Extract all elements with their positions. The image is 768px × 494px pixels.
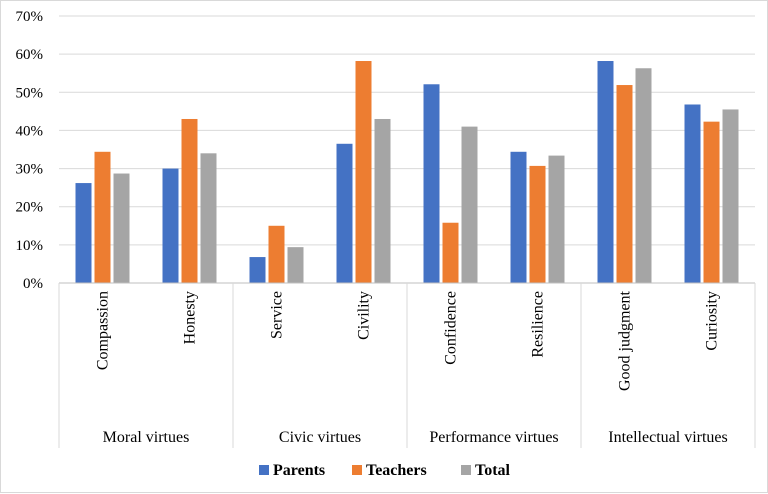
- bar-teachers-confidence: [442, 222, 459, 283]
- legend-swatch-teachers: [352, 465, 362, 475]
- bar-total-honesty: [200, 153, 217, 283]
- bar-parents-curiosity: [684, 104, 701, 284]
- bars: [75, 61, 739, 284]
- legend-label-total: Total: [475, 462, 511, 479]
- legend-swatch-total: [461, 465, 471, 475]
- bar-parents-honesty: [162, 168, 179, 283]
- y-tick-label: 10%: [16, 238, 44, 254]
- group-label-civic-virtues: Civic virtues: [279, 429, 361, 446]
- bar-parents-service: [249, 257, 266, 283]
- bar-teachers-resilience: [529, 165, 546, 283]
- category-label-good-judgment: Good judgment: [617, 290, 634, 391]
- category-labels: Compassion Honesty Service Civility Confiden…: [95, 290, 721, 391]
- legend-label-parents: Parents: [273, 462, 325, 479]
- bar-total-confidence: [461, 126, 478, 283]
- group-label-moral-virtues: Moral virtues: [103, 429, 190, 446]
- y-tick-label: 20%: [16, 200, 44, 216]
- group-labels: Moral virtues Civic virtues Performance vi…: [103, 429, 728, 446]
- y-tick-label: 40%: [16, 123, 44, 139]
- bar-teachers-honesty: [181, 118, 198, 283]
- group-label-intellectual-virtues: Intellectual virtues: [608, 429, 728, 446]
- category-label-honesty: Honesty: [182, 291, 199, 344]
- bar-parents-civility: [336, 143, 353, 283]
- y-axis-ticks: 0% 10% 20% 30% 40% 50% 60% 70%: [16, 9, 44, 292]
- y-tick-label: 60%: [16, 47, 44, 63]
- legend-label-teachers: Teachers: [366, 462, 427, 479]
- bar-teachers-service: [268, 225, 285, 283]
- y-tick-label: 50%: [16, 85, 44, 101]
- bar-teachers-compassion: [94, 151, 111, 283]
- y-tick-label: 0%: [23, 276, 43, 292]
- y-tick-label: 30%: [16, 162, 44, 178]
- bar-teachers-good-judgment: [616, 85, 633, 283]
- bar-parents-confidence: [423, 84, 440, 283]
- bar-total-service: [287, 247, 304, 283]
- category-label-compassion: Compassion: [95, 291, 112, 370]
- bar-total-civility: [374, 118, 391, 283]
- y-tick-label: 70%: [16, 9, 44, 25]
- x-axis: [58, 282, 756, 448]
- bar-total-curiosity: [722, 109, 739, 283]
- group-label-performance-virtues: Performance virtues: [429, 429, 558, 446]
- legend-swatch-parents: [259, 465, 269, 475]
- bar-total-compassion: [113, 173, 130, 283]
- bar-total-good-judgment: [635, 68, 652, 284]
- bar-teachers-civility: [355, 61, 372, 283]
- category-label-civility: Civility: [356, 291, 373, 340]
- category-label-resilience: Resilience: [530, 291, 547, 358]
- bar-teachers-curiosity: [703, 121, 720, 283]
- category-label-service: Service: [269, 291, 286, 339]
- bar-parents-good-judgment: [597, 61, 614, 283]
- category-label-curiosity: Curiosity: [704, 291, 721, 351]
- bar-total-resilience: [548, 155, 565, 283]
- bar-parents-resilience: [510, 151, 527, 283]
- legend: Parents Teachers Total: [259, 462, 511, 479]
- bar-parents-compassion: [75, 183, 92, 283]
- category-label-confidence: Confidence: [443, 291, 460, 365]
